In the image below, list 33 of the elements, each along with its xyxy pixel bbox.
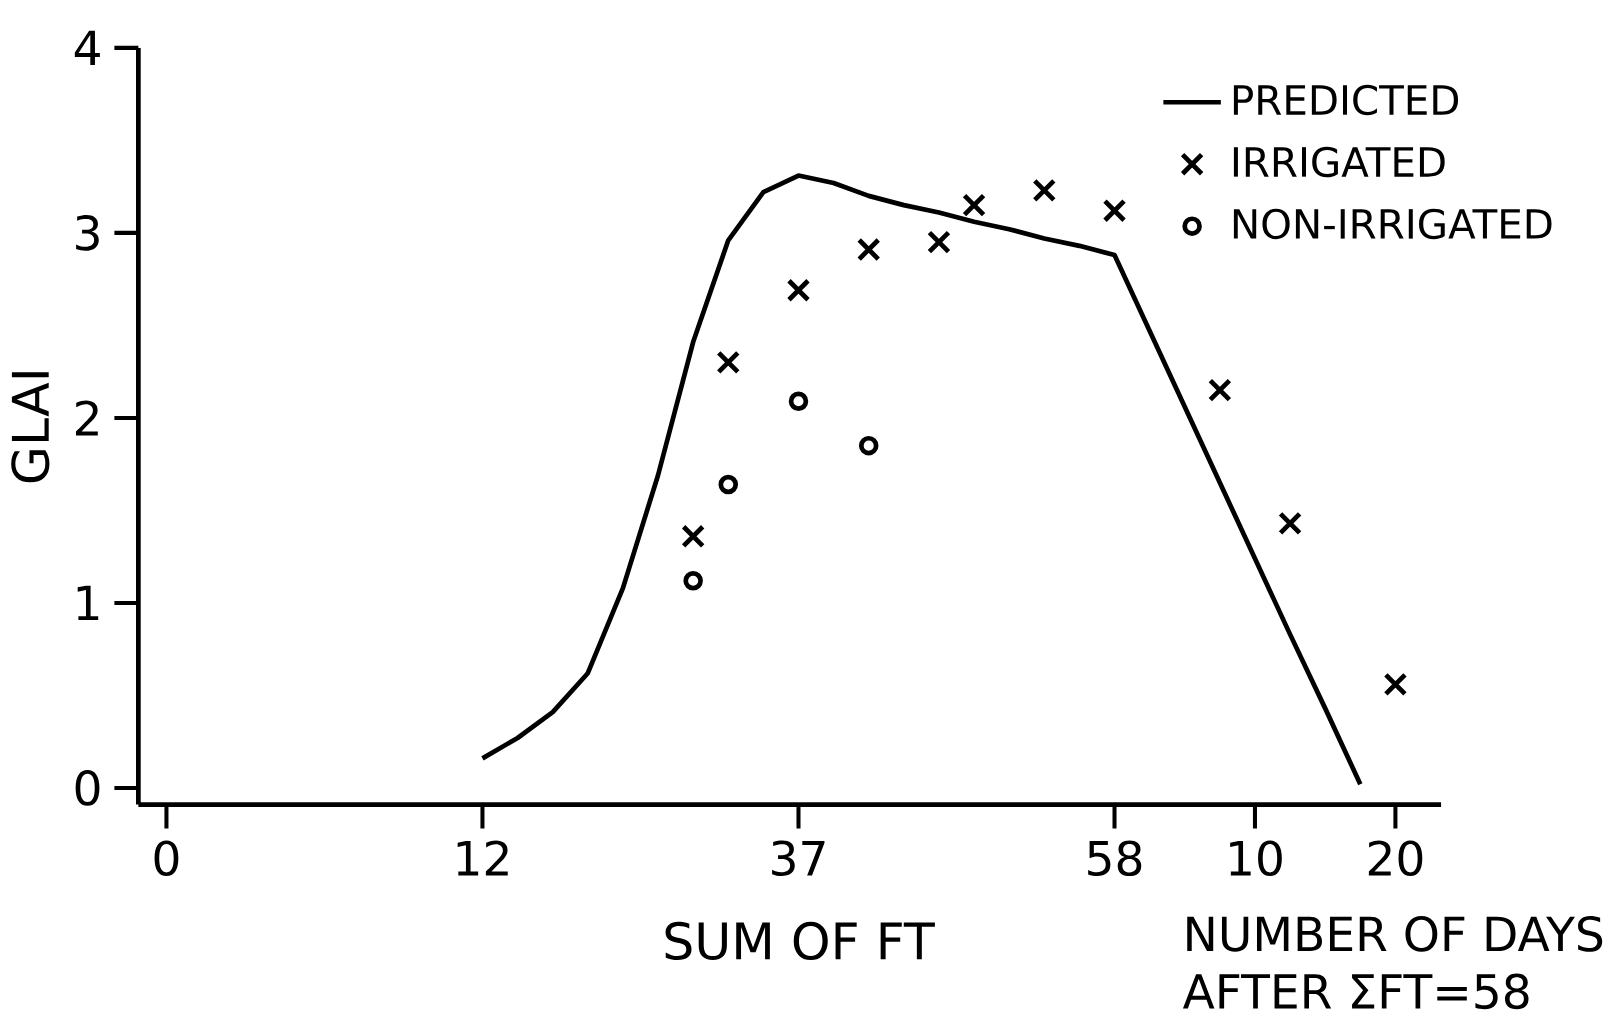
y-tick-label: 4	[74, 30, 100, 66]
point	[1032, 178, 1057, 203]
point	[962, 193, 986, 218]
x-tick-label: 12	[457, 840, 508, 876]
point	[716, 350, 741, 375]
point	[927, 230, 951, 255]
y-tick-label: 1	[77, 585, 99, 621]
point	[1102, 198, 1127, 223]
x-axis-title: SUM OF FT	[665, 922, 935, 961]
text: NUMBER OF DAYS	[1187, 916, 1603, 952]
point	[1383, 672, 1408, 697]
point	[858, 436, 879, 456]
point	[786, 278, 811, 303]
x-tick-label: 20	[1368, 840, 1423, 877]
point	[788, 391, 809, 412]
y-tick-label: 0	[75, 770, 100, 806]
x-tick-label: 37	[772, 840, 825, 877]
point	[1278, 511, 1302, 536]
legend-label: NON-IRRIGATED	[1233, 208, 1552, 240]
point	[856, 237, 881, 262]
point	[1207, 378, 1232, 403]
x-tick-label: 0	[154, 840, 179, 877]
x-tick-label: 58	[1088, 840, 1142, 877]
y-axis-title: GLAI	[11, 372, 50, 483]
y-tick-label: 2	[75, 400, 98, 436]
x-tick-label: 10	[1230, 840, 1282, 877]
point	[681, 524, 706, 549]
point	[683, 571, 703, 591]
point	[718, 474, 739, 495]
legend-label: PREDICTED	[1233, 84, 1459, 116]
legend-label: IRRIGATED	[1233, 146, 1445, 178]
text: AFTER ΣFT=58	[1182, 973, 1529, 1010]
y-tick-label: 3	[76, 215, 99, 251]
